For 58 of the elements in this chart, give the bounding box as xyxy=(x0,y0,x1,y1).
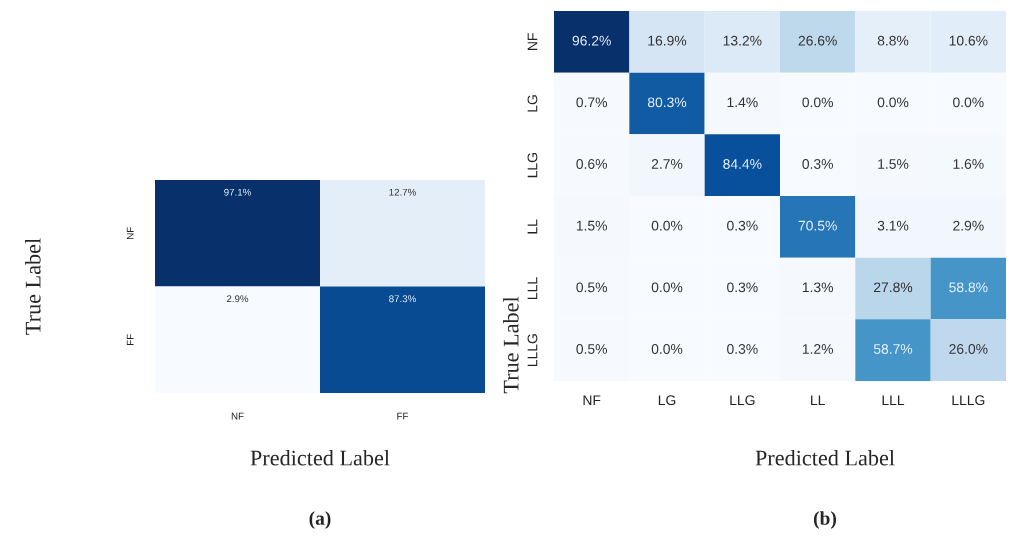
data-label: 0.3% xyxy=(727,282,758,293)
data-label: 2.9% xyxy=(226,295,249,303)
text: (b) xyxy=(813,511,837,529)
x-tick-label: LLL xyxy=(882,395,905,405)
data-label: 1.5% xyxy=(576,220,607,231)
x-tick-label: LLG xyxy=(730,395,755,406)
data-label: 1.2% xyxy=(802,344,833,354)
x-tick-label: NF xyxy=(583,395,601,405)
y-tick-label: LLL xyxy=(527,277,538,299)
data-label: 13.2% xyxy=(723,35,762,46)
data-label: 87.3% xyxy=(389,295,416,303)
x-axis-title: Predicted Label xyxy=(250,449,390,466)
data-label: 12.7% xyxy=(389,188,416,196)
x-axis-title: Predicted Label xyxy=(755,449,895,466)
data-label: 3.1% xyxy=(877,220,909,231)
data-label: 0.0% xyxy=(877,97,909,108)
y-tick-label: LL xyxy=(527,219,538,234)
data-label: 0.3% xyxy=(727,344,758,354)
data-label: 0.6% xyxy=(576,159,607,169)
text: (a) xyxy=(309,511,331,529)
data-label: 0.3% xyxy=(727,220,758,231)
data-label: 0.0% xyxy=(953,97,984,108)
data-label: 2.9% xyxy=(953,220,984,231)
data-label: 0.7% xyxy=(576,97,607,108)
data-label: 8.8% xyxy=(877,35,909,46)
data-label: 1.6% xyxy=(953,159,984,169)
data-label: 58.8% xyxy=(949,282,988,293)
x-tick-label: LLLG xyxy=(952,395,985,406)
data-label: 0.5% xyxy=(576,344,607,354)
data-label: 0.0% xyxy=(651,344,683,354)
x-tick-label: LG xyxy=(658,395,676,406)
data-label: 96.2% xyxy=(572,35,611,46)
data-label: 16.9% xyxy=(648,35,687,46)
x-tick-label: LL xyxy=(811,395,825,405)
data-label: 84.4% xyxy=(723,159,762,169)
data-label: 1.4% xyxy=(727,97,758,108)
data-label: 70.5% xyxy=(798,220,837,231)
data-label: 27.8% xyxy=(874,282,913,293)
y-axis-title: True Label xyxy=(25,238,41,335)
data-label: 0.0% xyxy=(802,97,833,108)
y-tick-label: LLG xyxy=(527,153,538,178)
data-label: 80.3% xyxy=(647,97,687,108)
data-label: 58.7% xyxy=(873,344,913,354)
data-label: 0.5% xyxy=(576,282,607,293)
y-axis-title: True Label xyxy=(503,296,519,394)
data-label: 10.6% xyxy=(949,35,988,46)
data-label: 0.3% xyxy=(802,159,833,169)
y-tick-label: LG xyxy=(527,95,538,112)
data-label: 2.7% xyxy=(651,159,683,169)
y-tick-label: LLLG xyxy=(527,334,538,367)
data-label: 26.0% xyxy=(949,344,988,354)
data-label: 0.0% xyxy=(651,282,683,293)
y-tick-label: NF xyxy=(527,33,538,50)
data-label: 0.0% xyxy=(651,220,683,231)
data-label: 97.1% xyxy=(224,188,251,196)
data-label: 1.5% xyxy=(878,159,909,169)
data-label: 26.6% xyxy=(798,35,837,46)
data-label: 1.3% xyxy=(802,282,833,293)
